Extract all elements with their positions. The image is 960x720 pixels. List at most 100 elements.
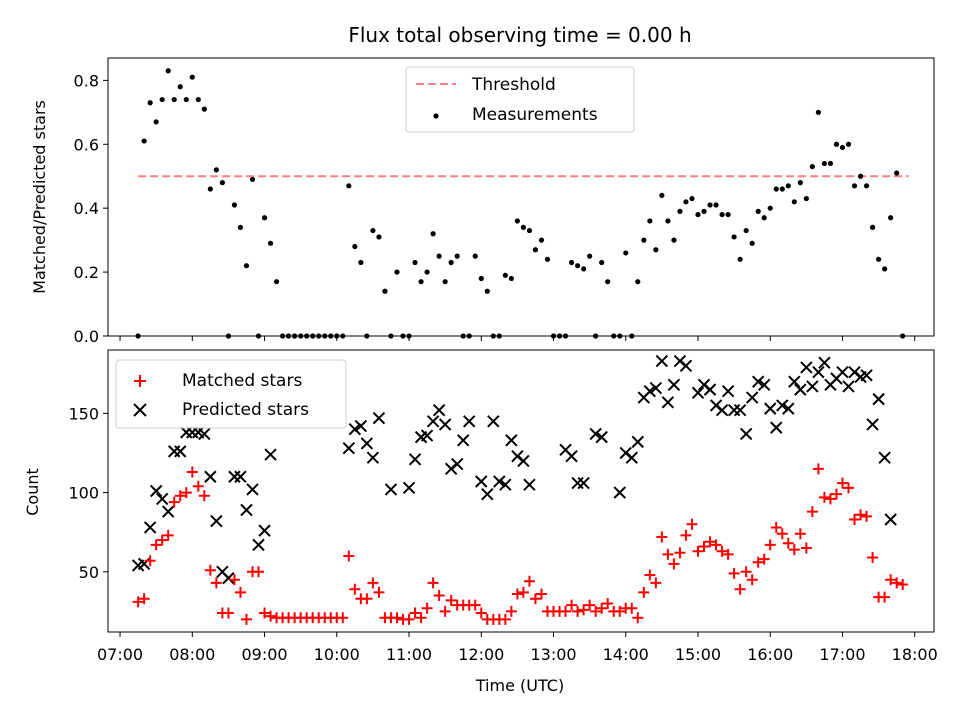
measurement-points xyxy=(135,68,906,339)
measurement-point xyxy=(213,167,219,173)
predicted-stars-point xyxy=(643,384,657,398)
matched-stars-point xyxy=(662,548,674,560)
top-plot-frame xyxy=(107,57,935,337)
measurement-point xyxy=(635,279,641,285)
matched-stars-point xyxy=(523,575,535,587)
measurement-point xyxy=(574,263,581,269)
matched-stars-point xyxy=(806,506,818,518)
matched-stars-point xyxy=(445,594,457,606)
x-tick-label: 07:00 xyxy=(97,645,143,664)
predicted-stars-point xyxy=(649,381,663,395)
measurement-point xyxy=(605,279,611,285)
predicted-stars-point xyxy=(655,354,669,368)
predicted-stars-point xyxy=(481,487,494,501)
predicted-stars-point xyxy=(878,451,891,464)
bottom-plot-frame xyxy=(107,349,935,633)
predicted-stars-point xyxy=(408,453,422,466)
predicted-stars-point xyxy=(463,415,476,428)
predicted-stars-point xyxy=(860,369,873,382)
matched-stars-point xyxy=(517,586,529,598)
x-tick-label: 11:00 xyxy=(386,645,432,664)
predicted-stars-point xyxy=(487,415,500,428)
measurement-point xyxy=(376,234,382,240)
measurement-point xyxy=(478,275,484,282)
measurement-point xyxy=(267,240,274,246)
measurement-point xyxy=(514,218,520,224)
measurement-point xyxy=(207,186,213,192)
measurement-point xyxy=(857,173,864,179)
matched-stars-point xyxy=(572,605,584,617)
x-tick-label: 17:00 xyxy=(819,645,865,664)
measurement-point xyxy=(508,275,514,282)
matched-stars-point xyxy=(716,545,728,557)
matched-stars-point xyxy=(138,593,150,605)
measurement-point xyxy=(195,96,201,103)
matched-stars-point xyxy=(764,539,776,551)
top-chart-title: Flux total observing time = 0.00 h xyxy=(348,23,691,47)
matched-stars-point xyxy=(818,491,830,503)
measurement-point xyxy=(249,176,256,183)
measurement-point xyxy=(701,208,707,214)
matched-stars-point xyxy=(638,586,650,598)
measurement-point xyxy=(737,256,743,262)
measurement-point xyxy=(803,195,809,202)
predicted-stars-point xyxy=(758,378,771,392)
predicted-stars-point xyxy=(450,457,464,471)
measurement-point xyxy=(851,183,858,189)
measurement-point xyxy=(201,106,207,112)
matched-stars-point xyxy=(373,586,385,598)
matched-stars-point xyxy=(560,605,572,617)
predicted-stars-point xyxy=(438,418,452,431)
predicted-stars-point xyxy=(174,445,187,458)
matched-stars-point xyxy=(174,490,186,502)
matched-stars-point xyxy=(879,591,891,603)
measurement-point xyxy=(442,279,448,285)
matched-stars-point xyxy=(867,552,879,564)
measurement-point xyxy=(352,243,358,250)
bottom-y-tick-label: 50 xyxy=(79,563,99,582)
matched-stars-point xyxy=(674,547,686,559)
predicted-stars-point xyxy=(667,378,681,392)
matched-stars-point xyxy=(698,540,710,552)
measurement-point xyxy=(863,183,870,189)
matched-stars-point xyxy=(361,593,373,605)
predicted-stars-point xyxy=(475,475,488,488)
matched-stars-point xyxy=(602,597,614,609)
measurement-point xyxy=(382,288,388,294)
matched-stars-point xyxy=(734,583,746,595)
bottom-y-tick-label: 150 xyxy=(68,404,99,423)
predicted-stars-point xyxy=(884,513,897,526)
measurement-point xyxy=(815,109,822,115)
predicted-stars-point xyxy=(595,430,608,444)
matched-stars-point xyxy=(650,577,662,589)
measurement-point xyxy=(454,253,460,259)
predicted-stars-point xyxy=(426,415,440,428)
x-tick-label: 16:00 xyxy=(747,645,793,664)
bottom-y-ticks: 50 100 150 xyxy=(68,404,108,582)
matched-stars-point xyxy=(210,577,222,589)
matched-stars-point xyxy=(578,604,590,616)
matched-stars-point xyxy=(861,510,873,522)
measurement-point xyxy=(502,272,508,278)
matched-stars-point xyxy=(391,612,403,624)
matched-stars-point xyxy=(156,534,168,546)
top-legend: Threshold Measurements xyxy=(405,66,635,133)
measurement-point xyxy=(159,96,165,103)
measurement-point xyxy=(785,183,791,189)
predicted-stars-point xyxy=(342,442,356,455)
predicted-stars-point xyxy=(143,521,157,534)
matched-stars-point xyxy=(433,590,445,602)
predicted-stars-points xyxy=(131,354,897,585)
x-axis-label: Time (UTC) xyxy=(475,676,564,695)
measurement-point xyxy=(641,237,647,243)
predicted-stars-point xyxy=(456,434,470,447)
measurement-point xyxy=(484,288,490,294)
bottom-y-tick-label: 100 xyxy=(68,484,99,503)
matched-stars-point xyxy=(596,602,608,614)
measurement-point xyxy=(683,199,689,205)
measurement-point xyxy=(394,269,400,275)
matched-stars-point xyxy=(644,569,656,581)
predicted-stars-point xyxy=(149,484,163,498)
predicted-stars-point xyxy=(420,429,434,442)
